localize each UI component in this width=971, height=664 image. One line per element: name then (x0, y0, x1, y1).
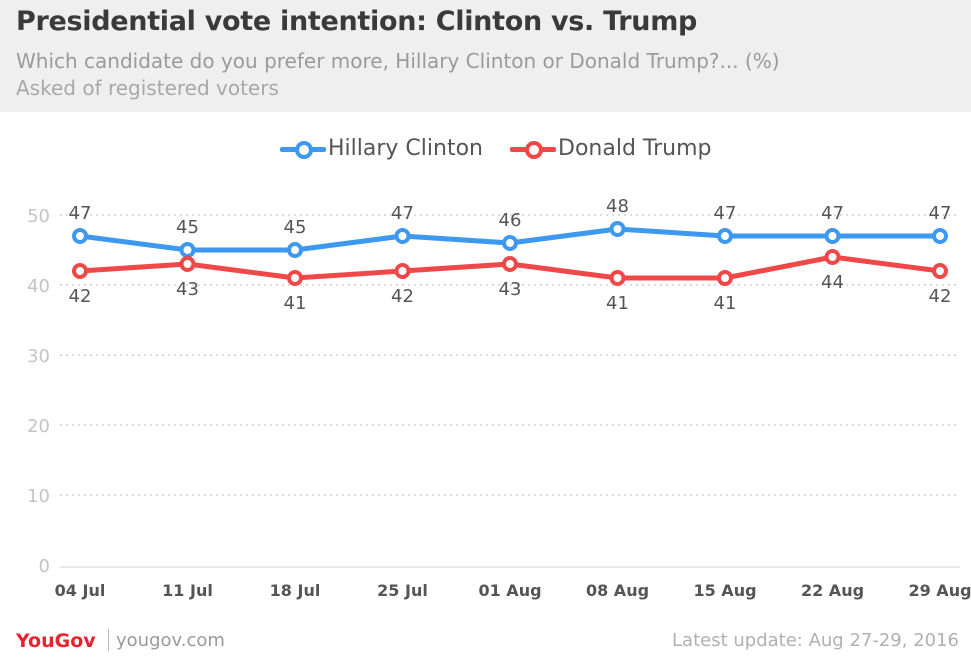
data-point-clinton (717, 228, 733, 244)
data-label-clinton: 45 (176, 217, 199, 238)
data-label-trump: 41 (284, 293, 307, 314)
legend-swatch-clinton (280, 139, 326, 159)
x-tick-label: 01 Aug (478, 581, 541, 600)
x-tick-label: 11 Jul (162, 581, 213, 600)
legend-item-clinton: Hillary Clinton (280, 136, 483, 161)
chart-legend: Hillary Clinton Donald Trump (0, 136, 971, 170)
latest-update: Latest update: Aug 27-29, 2016 (672, 630, 959, 651)
x-tick-label: 29 Aug (908, 581, 971, 600)
x-tick-label: 15 Aug (693, 581, 756, 600)
data-label-trump: 44 (821, 272, 844, 293)
data-label-trump: 42 (929, 286, 952, 307)
data-label-trump: 41 (606, 293, 629, 314)
y-tick-label: 0 (39, 556, 50, 577)
data-label-trump: 42 (69, 286, 92, 307)
y-tick-label: 30 (27, 346, 50, 367)
data-point-trump (932, 263, 948, 279)
data-point-clinton (179, 242, 196, 258)
footer-divider (108, 629, 109, 651)
y-tick-label: 20 (27, 416, 50, 437)
y-tick-label: 50 (27, 206, 50, 227)
data-point-trump (502, 256, 518, 272)
yougov-logo: YouGov (16, 630, 96, 652)
data-point-clinton (609, 221, 626, 237)
x-tick-label: 08 Aug (586, 581, 649, 600)
data-point-trump (717, 270, 733, 286)
legend-item-trump: Donald Trump (510, 136, 711, 161)
data-point-trump (287, 270, 303, 286)
chart-header: Presidential vote intention: Clinton vs.… (0, 0, 971, 112)
x-tick-label: 22 Aug (801, 581, 864, 600)
data-label-trump: 42 (391, 286, 414, 307)
data-point-clinton (72, 228, 88, 244)
data-point-clinton (287, 242, 303, 258)
data-label-clinton: 47 (69, 203, 92, 224)
data-point-trump (394, 263, 411, 279)
x-tick-label: 25 Jul (377, 581, 428, 600)
footer-site-link[interactable]: yougov.com (116, 630, 225, 651)
data-point-clinton (824, 228, 841, 244)
x-tick-label: 18 Jul (270, 581, 321, 600)
data-label-trump: 43 (499, 279, 522, 300)
data-point-trump (609, 270, 626, 286)
data-label-trump: 43 (176, 279, 199, 300)
legend-swatch-trump (510, 139, 556, 159)
data-point-trump (72, 263, 88, 279)
data-label-clinton: 47 (929, 203, 952, 224)
data-label-clinton: 48 (606, 196, 629, 217)
data-label-clinton: 47 (821, 203, 844, 224)
x-tick-label: 04 Jul (55, 581, 106, 600)
data-point-clinton (502, 235, 518, 251)
data-point-trump (824, 249, 841, 265)
data-point-clinton (394, 228, 411, 244)
data-point-clinton (932, 228, 948, 244)
data-label-trump: 41 (714, 293, 737, 314)
data-label-clinton: 47 (391, 203, 414, 224)
legend-label-clinton: Hillary Clinton (328, 136, 483, 161)
y-tick-label: 10 (27, 486, 50, 507)
legend-label-trump: Donald Trump (558, 136, 712, 161)
data-label-clinton: 46 (499, 210, 522, 231)
chart-subtitle: Which candidate do you prefer more, Hill… (16, 49, 780, 73)
data-label-clinton: 45 (284, 217, 307, 238)
y-tick-label: 40 (27, 276, 50, 297)
data-point-trump (179, 256, 196, 272)
data-label-clinton: 47 (714, 203, 737, 224)
chart-note: Asked of registered voters (16, 76, 279, 100)
chart-title: Presidential vote intention: Clinton vs.… (16, 6, 698, 37)
